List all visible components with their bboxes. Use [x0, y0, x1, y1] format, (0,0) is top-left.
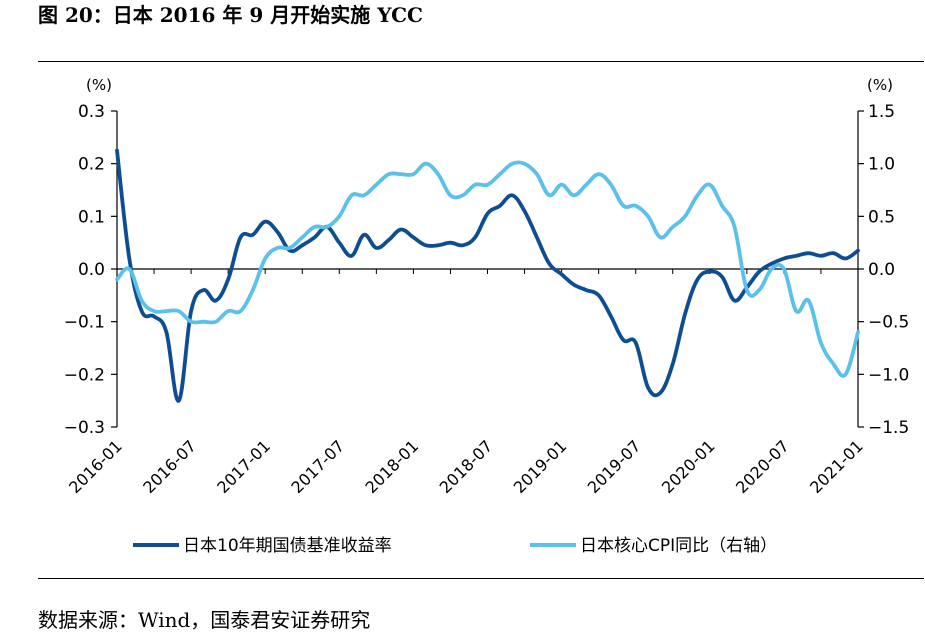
x-tick-label: 2019-07 [584, 436, 645, 497]
right-y-unit-label: (%) [867, 76, 893, 94]
right-y-tick-label: 1.0 [868, 155, 895, 175]
axes-layer: 0.3 0.2 0.1 0.0 −0.1 −0.2 −0.3 (%) 1.5 1.0 0.5 0.0 −… [64, 76, 910, 497]
right-y-tick-label: 1.5 [868, 102, 895, 122]
right-y-tick-label: 0.0 [868, 260, 895, 280]
right-y-tick-label: −0.5 [868, 313, 909, 333]
legend-item-core-cpi-yoy-label: 日本核心CPI同比（右轴） [580, 536, 777, 556]
figure-title: 图 20：日本 2016 年 9 月开始实施 YCC [38, 3, 423, 27]
bottom-rule [38, 578, 924, 579]
left-y-tick-label: −0.3 [64, 418, 105, 438]
series-line-jgb-10y-yield [115, 148, 860, 403]
x-tick-label: 2017-01 [213, 436, 274, 497]
left-y-tick-label: 0.1 [78, 207, 105, 227]
data-source-note: 数据来源：Wind，国泰君安证券研究 [38, 608, 371, 632]
right-y-tick-label: 0.5 [868, 207, 895, 227]
legend: 日本10年期国债基准收益率 日本核心CPI同比（右轴） [133, 536, 777, 556]
top-rule [38, 61, 924, 62]
x-tick-label: 2019-01 [510, 436, 571, 497]
x-tick-label: 2018-07 [436, 436, 497, 497]
left-y-tick-label: 0.0 [78, 260, 105, 280]
series-layer [115, 148, 860, 403]
left-y-tick-label: 0.2 [78, 155, 105, 175]
left-y-unit-label: (%) [86, 76, 112, 94]
left-y-tick-label: 0.3 [78, 102, 105, 122]
x-tick-label: 2020-07 [732, 436, 793, 497]
left-y-tick-label: −0.2 [64, 365, 105, 385]
right-y-tick-label: −1.0 [868, 365, 909, 385]
x-tick-label: 2020-01 [658, 436, 719, 497]
x-tick-label: 2016-01 [65, 436, 126, 497]
x-tick-label: 2016-07 [139, 436, 200, 497]
x-tick-label: 2018-01 [362, 436, 423, 497]
legend-item-jgb-10y-yield-label: 日本10年期国债基准收益率 [183, 536, 392, 556]
series-line-core-cpi-yoy [115, 160, 860, 378]
x-tick-label: 2021-01 [806, 436, 867, 497]
right-y-tick-label: −1.5 [868, 418, 909, 438]
x-tick-label: 2017-07 [287, 436, 348, 497]
left-y-tick-label: −0.1 [64, 313, 105, 333]
